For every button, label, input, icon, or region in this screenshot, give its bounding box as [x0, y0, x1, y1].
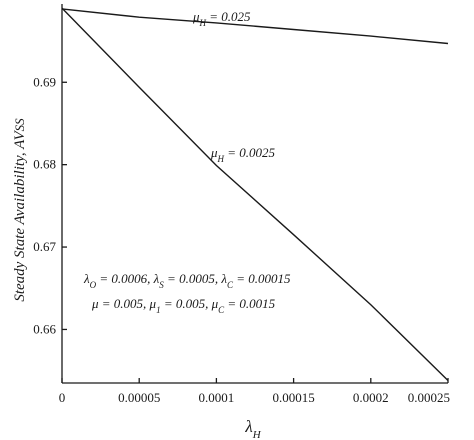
series-line-1: [61, 8, 449, 45]
plot-area: 0 0.00005 0.0001 0.00015 0.0002 0.00025 0.66 0.…: [33, 4, 450, 405]
x-tick-label: 0.00025: [408, 390, 450, 405]
y-tick-label: 0.66: [33, 321, 56, 336]
y-axis-label: Steady State Availability, AVSS: [12, 118, 28, 302]
x-tick-label: 0.00005: [118, 390, 160, 405]
x-tick-label: 0.00015: [272, 390, 314, 405]
series-line-2: [61, 7, 449, 381]
series-lines: [61, 7, 449, 381]
x-axis-label: λH: [244, 417, 261, 440]
y-tick-label: 0.67: [33, 239, 56, 254]
y-tick-label: 0.69: [33, 74, 56, 89]
x-tick-label: 0: [59, 390, 66, 405]
y-tick-label: 0.68: [33, 157, 56, 172]
annotation-mu-params: μ = 0.005, μ1 = 0.005, μC = 0.0015: [91, 296, 276, 315]
axis-ticks: 0 0.00005 0.0001 0.00015 0.0002 0.00025 0.66 0.…: [33, 74, 450, 405]
annotation-muh-0025-high: μH = 0.025: [192, 9, 251, 28]
x-tick-label: 0.0002: [353, 390, 389, 405]
annotation-lambda-params: λO = 0.0006, λS = 0.0005, λC = 0.00015: [83, 271, 291, 290]
annotation-muh-00025: μH = 0.0025: [210, 145, 276, 164]
x-tick-label: 0.0001: [199, 390, 235, 405]
